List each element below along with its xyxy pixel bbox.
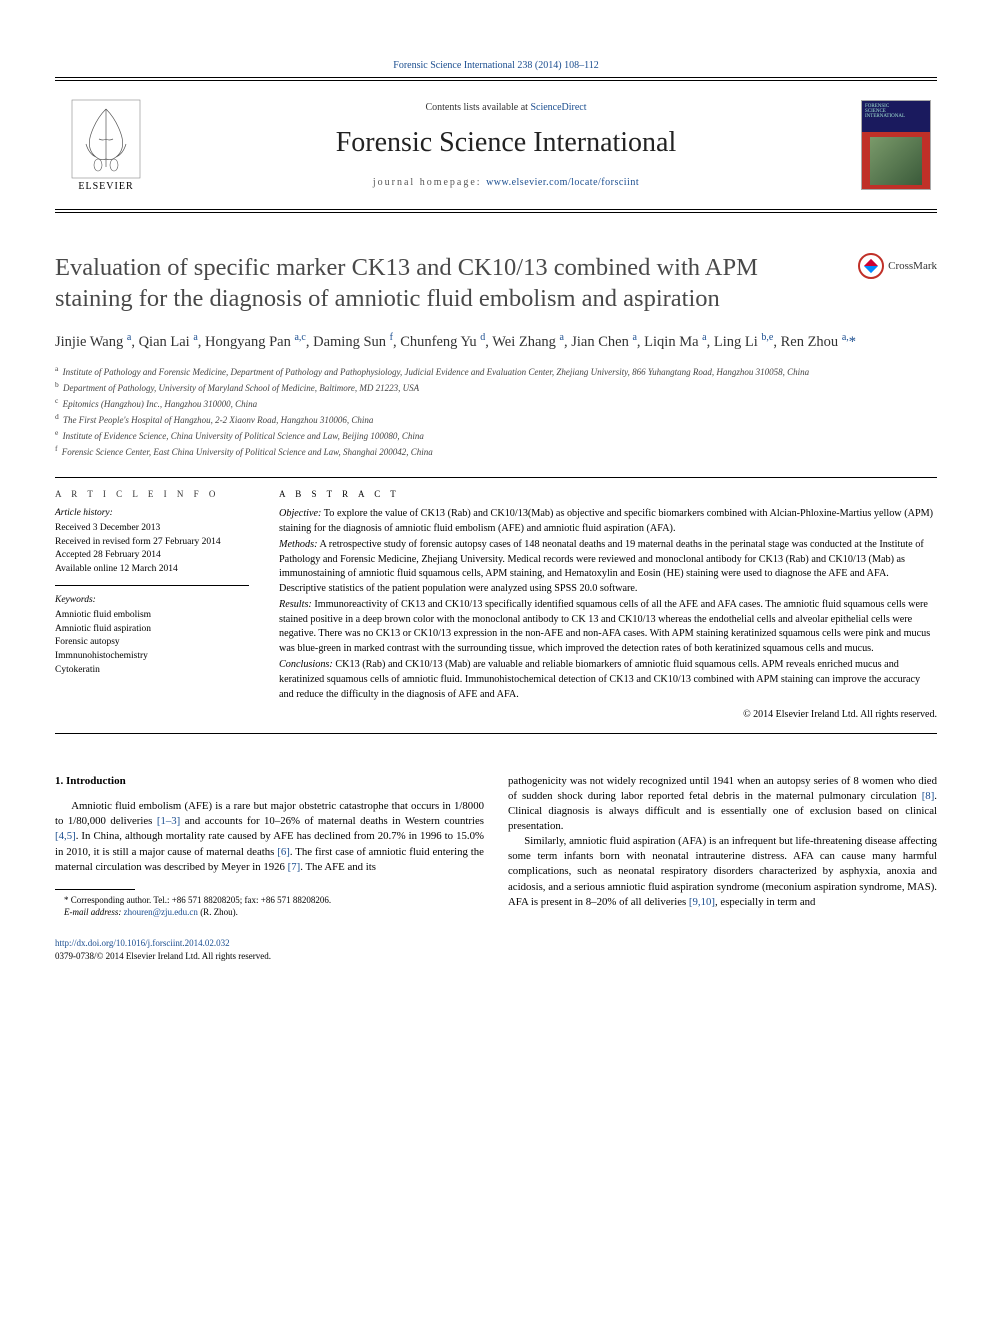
body-paragraph: pathogenicity was not widely recognized … [508, 774, 937, 834]
article-history-line: Received 3 December 2013 [55, 522, 249, 536]
contents-list-line: Contents lists available at ScienceDirec… [151, 102, 861, 113]
crossmark-icon [858, 253, 884, 279]
column-left: 1. Introduction Amniotic fluid embolism … [55, 774, 484, 962]
journal-homepage-link[interactable]: www.elsevier.com/locate/forsciint [486, 177, 639, 188]
affiliation-item: c Epitomics (Hangzhou) Inc., Hangzhou 31… [55, 396, 937, 411]
journal-header-box: ELSEVIER Contents lists available at Sci… [55, 77, 937, 213]
body-columns: 1. Introduction Amniotic fluid embolism … [55, 774, 937, 962]
abstract-conclusions-text: CK13 (Rab) and CK10/13 (Mab) are valuabl… [279, 659, 920, 700]
elsevier-tree-icon [71, 99, 141, 179]
doi-link[interactable]: http://dx.doi.org/10.1016/j.forsciint.20… [55, 938, 230, 948]
issn-copyright-line: 0379-0738/© 2014 Elsevier Ireland Ltd. A… [55, 950, 484, 963]
journal-title: Forensic Science International [151, 127, 861, 159]
keyword-item: Immnunohistochemistry [55, 650, 249, 664]
article-history-label: Article history: [55, 507, 249, 521]
body-paragraph: Amniotic fluid embolism (AFE) is a rare … [55, 799, 484, 875]
journal-cover-thumbnail[interactable]: FORENSICSCIENCEINTERNATIONAL [861, 100, 931, 190]
author-list: Jinjie Wang a, Qian Lai a, Hongyang Pan … [55, 330, 937, 354]
article-history-line: Accepted 28 February 2014 [55, 549, 249, 563]
corresponding-author-footnote: * Corresponding author. Tel.: +86 571 88… [55, 894, 484, 919]
affiliation-item: a Institute of Pathology and Forensic Me… [55, 364, 937, 379]
affiliation-item: f Forensic Science Center, East China Un… [55, 444, 937, 459]
keyword-item: Amniotic fluid aspiration [55, 623, 249, 637]
keyword-item: Cytokeratin [55, 664, 249, 678]
article-history-line: Available online 12 March 2014 [55, 563, 249, 577]
affiliation-item: e Institute of Evidence Science, China U… [55, 428, 937, 443]
article-info-heading: A R T I C L E I N F O [55, 488, 249, 501]
journal-ref-link[interactable]: Forensic Science International 238 (2014… [55, 60, 937, 71]
keyword-item: Forensic autopsy [55, 636, 249, 650]
footnote-divider [55, 889, 135, 890]
abstract-objective-text: To explore the value of CK13 (Rab) and C… [279, 508, 933, 534]
crossmark-badge[interactable]: CrossMark [858, 253, 937, 279]
body-paragraph: Similarly, amniotic fluid aspiration (AF… [508, 834, 937, 910]
affiliation-item: b Department of Pathology, University of… [55, 380, 937, 395]
elsevier-label: ELSEVIER [78, 181, 133, 192]
keywords-label: Keywords: [55, 594, 249, 608]
article-history-line: Received in revised form 27 February 201… [55, 536, 249, 550]
section-heading-intro: 1. Introduction [55, 774, 484, 789]
article-info-box: A R T I C L E I N F O Article history: R… [55, 478, 263, 733]
citation-link[interactable]: [6] [277, 846, 290, 858]
corresponding-email-link[interactable]: zhouren@zju.edu.cn [124, 907, 198, 917]
affiliation-item: d The First People's Hospital of Hangzho… [55, 412, 937, 427]
abstract-objective-label: Objective: [279, 508, 321, 519]
doi-block: http://dx.doi.org/10.1016/j.forsciint.20… [55, 937, 484, 962]
abstract-box: A B S T R A C T Objective: To explore th… [263, 478, 937, 733]
citation-link[interactable]: [4,5] [55, 830, 76, 842]
abstract-results-text: Immunoreactivity of CK13 and CK10/13 spe… [279, 599, 930, 654]
affiliation-list: a Institute of Pathology and Forensic Me… [55, 364, 937, 459]
column-right: pathogenicity was not widely recognized … [508, 774, 937, 962]
abstract-methods-label: Methods: [279, 539, 317, 550]
abstract-conclusions-label: Conclusions: [279, 659, 333, 670]
abstract-results-label: Results: [279, 599, 312, 610]
citation-link[interactable]: [9,10] [689, 896, 715, 908]
citation-link[interactable]: [8] [922, 790, 935, 802]
elsevier-logo[interactable]: ELSEVIER [61, 99, 151, 192]
journal-homepage-line: journal homepage: www.elsevier.com/locat… [151, 177, 861, 188]
citation-link[interactable]: [7] [288, 861, 301, 873]
sciencedirect-link[interactable]: ScienceDirect [530, 102, 586, 113]
keyword-item: Amniotic fluid embolism [55, 609, 249, 623]
citation-link[interactable]: [1–3] [157, 815, 180, 827]
article-title: Evaluation of specific marker CK13 and C… [55, 253, 937, 314]
crossmark-label: CrossMark [888, 260, 937, 272]
abstract-methods-text: A retrospective study of forensic autops… [279, 539, 924, 594]
abstract-copyright: © 2014 Elsevier Ireland Ltd. All rights … [279, 708, 937, 723]
abstract-heading: A B S T R A C T [279, 488, 937, 501]
